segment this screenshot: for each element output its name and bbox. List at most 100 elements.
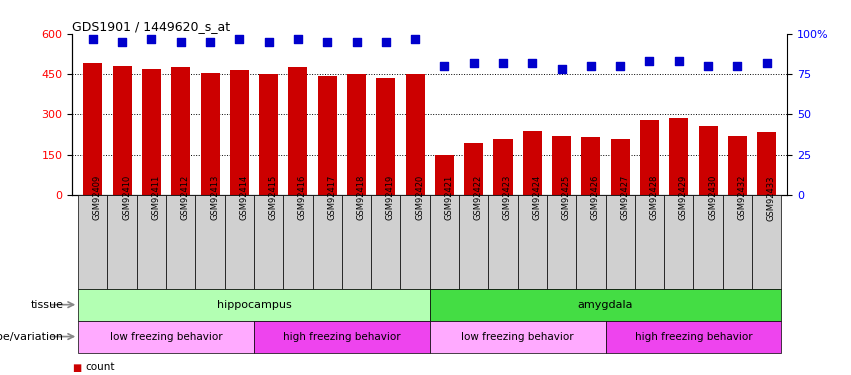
FancyBboxPatch shape — [283, 195, 312, 289]
FancyBboxPatch shape — [459, 195, 488, 289]
Text: hippocampus: hippocampus — [217, 300, 291, 310]
Point — [437, 63, 451, 69]
Text: count: count — [85, 363, 115, 372]
Text: GSM92422: GSM92422 — [474, 175, 483, 220]
Point — [496, 60, 510, 66]
Text: GSM92416: GSM92416 — [298, 175, 307, 220]
Point — [614, 63, 627, 69]
Point — [730, 63, 744, 69]
Bar — [112, 66, 132, 195]
FancyBboxPatch shape — [430, 195, 459, 289]
FancyBboxPatch shape — [752, 195, 781, 289]
FancyBboxPatch shape — [576, 195, 606, 289]
Point — [203, 39, 217, 45]
FancyBboxPatch shape — [488, 195, 517, 289]
Text: GSM92421: GSM92421 — [444, 175, 454, 220]
Point — [321, 39, 334, 45]
Point — [116, 39, 129, 45]
Text: GSM92415: GSM92415 — [269, 175, 277, 220]
Point — [672, 58, 686, 64]
Point — [760, 60, 774, 66]
Text: GSM92413: GSM92413 — [210, 175, 219, 220]
Bar — [552, 136, 571, 195]
Point — [174, 39, 187, 45]
Text: GSM92429: GSM92429 — [679, 175, 688, 220]
Text: GSM92432: GSM92432 — [737, 175, 746, 220]
FancyBboxPatch shape — [606, 321, 781, 352]
Text: GSM92425: GSM92425 — [562, 175, 570, 220]
Bar — [317, 76, 337, 195]
Text: GSM92414: GSM92414 — [239, 175, 248, 220]
Bar — [464, 142, 483, 195]
Text: GSM92418: GSM92418 — [357, 175, 366, 220]
Text: GSM92424: GSM92424 — [532, 175, 541, 220]
FancyBboxPatch shape — [78, 289, 430, 321]
FancyBboxPatch shape — [401, 195, 430, 289]
Text: GSM92411: GSM92411 — [151, 175, 161, 220]
FancyBboxPatch shape — [342, 195, 371, 289]
Bar — [376, 78, 396, 195]
Text: GSM92417: GSM92417 — [328, 175, 336, 220]
Text: GSM92410: GSM92410 — [123, 175, 131, 220]
Point — [350, 39, 363, 45]
FancyBboxPatch shape — [78, 321, 254, 352]
Point — [291, 36, 305, 42]
Text: GSM92419: GSM92419 — [386, 175, 395, 220]
Bar — [406, 74, 425, 195]
Text: GSM92428: GSM92428 — [649, 175, 659, 220]
FancyBboxPatch shape — [722, 195, 752, 289]
FancyBboxPatch shape — [254, 321, 430, 352]
FancyBboxPatch shape — [664, 195, 694, 289]
Text: amygdala: amygdala — [578, 300, 633, 310]
FancyBboxPatch shape — [371, 195, 401, 289]
Point — [643, 58, 656, 64]
FancyBboxPatch shape — [430, 321, 606, 352]
Point — [584, 63, 597, 69]
Text: GSM92427: GSM92427 — [620, 175, 629, 220]
FancyBboxPatch shape — [225, 195, 254, 289]
Text: GSM92423: GSM92423 — [503, 175, 512, 220]
Bar — [728, 136, 747, 195]
Text: GSM92430: GSM92430 — [708, 175, 717, 220]
Bar — [259, 74, 278, 195]
Text: low freezing behavior: low freezing behavior — [110, 332, 222, 342]
Text: GSM92412: GSM92412 — [180, 175, 190, 220]
Bar — [142, 69, 161, 195]
Bar — [523, 130, 542, 195]
Text: GSM92420: GSM92420 — [415, 175, 424, 220]
FancyBboxPatch shape — [694, 195, 722, 289]
Point — [525, 60, 539, 66]
Point — [232, 36, 246, 42]
FancyBboxPatch shape — [196, 195, 225, 289]
FancyBboxPatch shape — [166, 195, 196, 289]
Bar — [83, 63, 102, 195]
Point — [262, 39, 276, 45]
Point — [408, 36, 422, 42]
Bar — [611, 139, 630, 195]
Bar — [347, 74, 366, 195]
Bar — [288, 68, 307, 195]
FancyBboxPatch shape — [547, 195, 576, 289]
Bar — [669, 118, 688, 195]
FancyBboxPatch shape — [137, 195, 166, 289]
Point — [86, 36, 100, 42]
Text: ■: ■ — [72, 363, 82, 372]
Point — [467, 60, 481, 66]
Text: GSM92409: GSM92409 — [93, 175, 102, 220]
Bar — [640, 120, 659, 195]
Text: high freezing behavior: high freezing behavior — [283, 332, 401, 342]
Bar — [494, 139, 512, 195]
Bar — [230, 70, 248, 195]
FancyBboxPatch shape — [606, 195, 635, 289]
Point — [379, 39, 392, 45]
Point — [701, 63, 715, 69]
Point — [145, 36, 158, 42]
Text: GSM92426: GSM92426 — [591, 175, 600, 220]
Text: genotype/variation: genotype/variation — [0, 332, 64, 342]
Text: low freezing behavior: low freezing behavior — [461, 332, 574, 342]
FancyBboxPatch shape — [78, 195, 107, 289]
Bar — [201, 73, 220, 195]
Bar — [435, 155, 454, 195]
FancyBboxPatch shape — [254, 195, 283, 289]
FancyBboxPatch shape — [430, 289, 781, 321]
